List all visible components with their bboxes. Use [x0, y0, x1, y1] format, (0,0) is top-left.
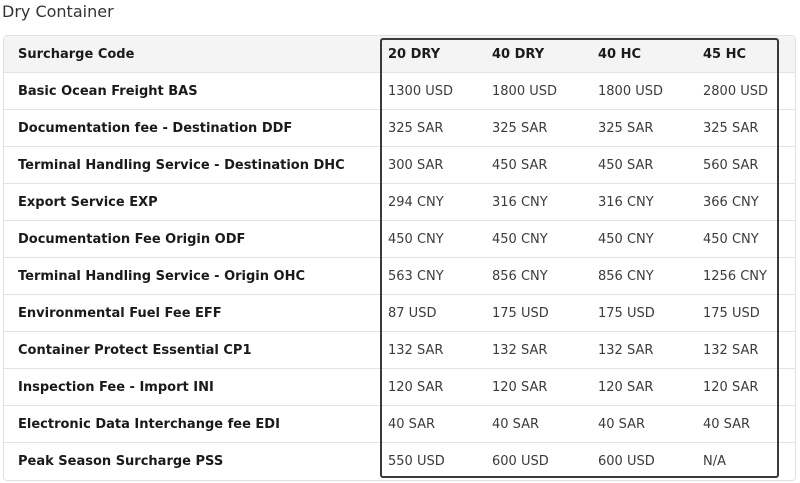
header-40-hc: 40 HC	[598, 47, 642, 62]
surcharge-code: Documentation Fee Origin ODF	[18, 232, 246, 247]
price-45-hc: 40 SAR	[703, 417, 751, 432]
surcharge-code: Peak Season Surcharge PSS	[18, 454, 224, 469]
price-40-hc: 600 USD	[598, 454, 655, 469]
table-row: Basic Ocean Freight BAS 1300 USD 1800 US…	[4, 73, 795, 110]
surcharge-code: Terminal Handling Service - Origin OHC	[18, 269, 306, 284]
price-20-dry: 1300 USD	[388, 84, 453, 99]
price-40-dry: 120 SAR	[492, 380, 548, 395]
price-20-dry: 87 USD	[388, 306, 437, 321]
price-40-dry: 450 CNY	[492, 232, 548, 247]
price-45-hc: 120 SAR	[703, 380, 759, 395]
price-40-hc: 450 SAR	[598, 158, 654, 173]
price-20-dry: 300 SAR	[388, 158, 444, 173]
table-row: Documentation Fee Origin ODF 450 CNY 450…	[4, 221, 795, 258]
price-20-dry: 40 SAR	[388, 417, 436, 432]
surcharge-code: Inspection Fee - Import INI	[18, 380, 214, 395]
table-row: Documentation fee - Destination DDF 325 …	[4, 110, 795, 147]
surcharge-code: Environmental Fuel Fee EFF	[18, 306, 222, 321]
price-40-dry: 450 SAR	[492, 158, 548, 173]
price-40-hc: 40 SAR	[598, 417, 646, 432]
price-40-dry: 600 USD	[492, 454, 549, 469]
table-row: Electronic Data Interchange fee EDI 40 S…	[4, 406, 795, 443]
price-20-dry: 563 CNY	[388, 269, 444, 284]
price-40-hc: 316 CNY	[598, 195, 654, 210]
price-45-hc: N/A	[703, 454, 726, 469]
price-40-hc: 120 SAR	[598, 380, 654, 395]
table-row: Peak Season Surcharge PSS 550 USD 600 US…	[4, 443, 795, 480]
price-40-dry: 40 SAR	[492, 417, 540, 432]
price-20-dry: 120 SAR	[388, 380, 444, 395]
surcharge-code: Documentation fee - Destination DDF	[18, 121, 293, 136]
price-40-hc: 1800 USD	[598, 84, 663, 99]
price-40-dry: 132 SAR	[492, 343, 548, 358]
price-20-dry: 450 CNY	[388, 232, 444, 247]
price-40-dry: 856 CNY	[492, 269, 548, 284]
price-40-hc: 175 USD	[598, 306, 655, 321]
price-45-hc: 366 CNY	[703, 195, 759, 210]
price-20-dry: 325 SAR	[388, 121, 444, 136]
surcharge-code: Basic Ocean Freight BAS	[18, 84, 198, 99]
surcharge-code: Terminal Handling Service - Destination …	[18, 158, 345, 173]
surcharge-code: Export Service EXP	[18, 195, 158, 210]
table-row: Container Protect Essential CP1 132 SAR …	[4, 332, 795, 369]
price-20-dry: 132 SAR	[388, 343, 444, 358]
price-40-dry: 316 CNY	[492, 195, 548, 210]
price-45-hc: 132 SAR	[703, 343, 759, 358]
price-40-hc: 325 SAR	[598, 121, 654, 136]
surcharge-code: Electronic Data Interchange fee EDI	[18, 417, 280, 432]
table-header-row: Surcharge Code 20 DRY 40 DRY 40 HC 45 HC	[4, 36, 795, 73]
price-40-hc: 450 CNY	[598, 232, 654, 247]
price-40-dry: 175 USD	[492, 306, 549, 321]
table-row: Inspection Fee - Import INI 120 SAR 120 …	[4, 369, 795, 406]
price-45-hc: 1256 CNY	[703, 269, 767, 284]
price-40-hc: 132 SAR	[598, 343, 654, 358]
price-45-hc: 450 CNY	[703, 232, 759, 247]
surcharge-code: Container Protect Essential CP1	[18, 343, 252, 358]
header-20-dry: 20 DRY	[388, 47, 441, 62]
price-40-dry: 1800 USD	[492, 84, 557, 99]
header-surcharge-code: Surcharge Code	[18, 47, 135, 62]
section-title: Dry Container	[2, 2, 114, 21]
table-row: Terminal Handling Service - Origin OHC 5…	[4, 258, 795, 295]
table-row: Terminal Handling Service - Destination …	[4, 147, 795, 184]
header-40-dry: 40 DRY	[492, 47, 545, 62]
price-45-hc: 2800 USD	[703, 84, 768, 99]
price-40-dry: 325 SAR	[492, 121, 548, 136]
table-row: Environmental Fuel Fee EFF 87 USD 175 US…	[4, 295, 795, 332]
table-row: Export Service EXP 294 CNY 316 CNY 316 C…	[4, 184, 795, 221]
price-20-dry: 550 USD	[388, 454, 445, 469]
price-40-hc: 856 CNY	[598, 269, 654, 284]
price-20-dry: 294 CNY	[388, 195, 444, 210]
header-45-hc: 45 HC	[703, 47, 747, 62]
surcharge-table: Surcharge Code 20 DRY 40 DRY 40 HC 45 HC…	[3, 35, 796, 481]
price-45-hc: 175 USD	[703, 306, 760, 321]
price-45-hc: 325 SAR	[703, 121, 759, 136]
price-45-hc: 560 SAR	[703, 158, 759, 173]
